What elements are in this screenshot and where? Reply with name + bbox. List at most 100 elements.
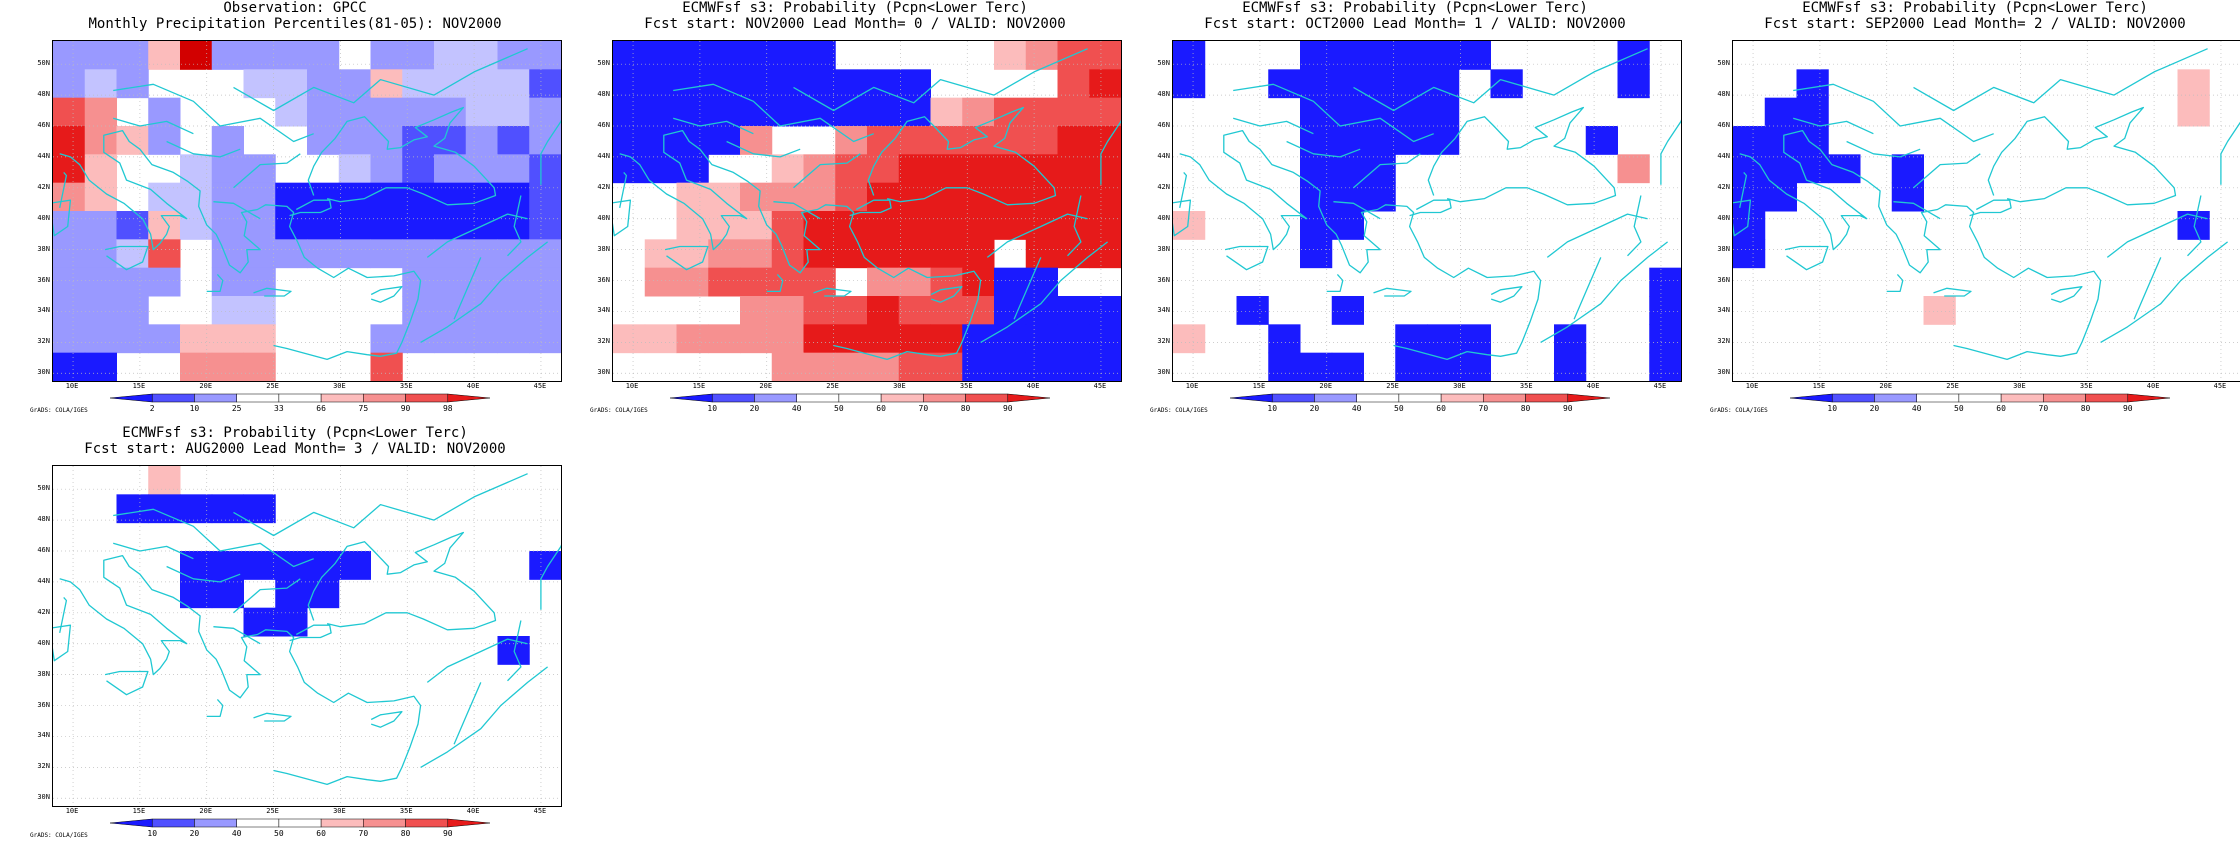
grid-cell — [1025, 352, 1058, 381]
lat-tick-label: 32N — [1717, 337, 1730, 346]
grid-cell — [676, 41, 709, 70]
grid-cell — [180, 154, 213, 184]
grid-cell — [84, 267, 117, 297]
grid-cell — [148, 239, 181, 269]
colorbar-tick-label: 20 — [1309, 404, 1320, 413]
colorbar-segment — [109, 393, 153, 403]
lat-tick-label: 30N — [597, 368, 610, 377]
lon-tick-label: 15E — [132, 807, 146, 815]
coastline — [1913, 153, 1981, 189]
grads-credit: GrADS: COLA/IGES — [1710, 407, 1768, 414]
coastline — [253, 287, 292, 297]
grid-cell — [53, 154, 86, 184]
grid-cell — [1764, 97, 1797, 127]
grid-cell — [307, 211, 340, 240]
grid-cell — [148, 267, 181, 297]
lat-tick-label: 40N — [597, 213, 610, 222]
coastline — [1326, 273, 1344, 293]
grid-cell — [211, 41, 244, 70]
coastline — [1233, 117, 1314, 135]
grid-cell — [740, 324, 773, 354]
colorbar-segment — [965, 393, 1009, 403]
coastline — [1784, 245, 1829, 271]
grid-cell — [1173, 324, 1206, 354]
grid-cell — [338, 551, 371, 580]
lon-tick-label: 30E — [333, 807, 346, 815]
lat-tick-label: 38N — [37, 244, 50, 253]
coastline — [813, 287, 852, 297]
coastline — [233, 473, 528, 537]
grid-cell — [771, 296, 804, 325]
grid-cell — [962, 126, 995, 155]
grid-cell — [803, 296, 836, 325]
colorbar-segment — [1356, 393, 1400, 403]
grid-cell — [211, 154, 244, 184]
grid-cell — [708, 267, 741, 297]
coastline — [1573, 257, 1602, 320]
grid-cell — [803, 69, 836, 99]
grid-cell — [1331, 41, 1364, 70]
lon-tick-label: 15E — [132, 382, 146, 390]
lat-tick-label: 44N — [37, 151, 50, 160]
grid-cell — [53, 267, 86, 297]
coastline — [1793, 117, 1874, 135]
lat-tick-label: 30N — [37, 368, 50, 377]
grid-cell — [803, 324, 836, 354]
grid-cell — [1427, 41, 1460, 70]
panel-title: ECMWFsf s3: Probability (Pcpn<Lower Terc… — [122, 425, 468, 441]
grid-cell — [434, 182, 467, 212]
grid-cell — [1796, 69, 1829, 99]
grid-cell — [465, 126, 498, 155]
grid-cell — [1300, 97, 1333, 127]
lon-tick-label: 40E — [1586, 382, 1600, 390]
lat-tick-label: 32N — [37, 337, 50, 346]
grid-cell — [994, 352, 1027, 381]
lon-tick-label: 30E — [1453, 382, 1466, 390]
grid-cell — [1649, 296, 1681, 325]
grid-cell — [930, 352, 963, 381]
grid-cell — [529, 97, 561, 127]
panel-subtitle: Fcst start: AUG2000 Lead Month= 3 / VALI… — [84, 441, 506, 457]
grid-cell — [84, 126, 117, 155]
grid-cell — [898, 267, 931, 297]
grid-cell — [1458, 41, 1491, 70]
grid-cell — [116, 296, 149, 325]
grid-cell — [402, 239, 435, 269]
lat-tick-label: 38N — [1157, 244, 1170, 253]
grid-cell — [243, 296, 276, 325]
colorbar-tick-label: 40 — [791, 404, 802, 413]
colorbar — [1229, 393, 1611, 403]
grid-cell — [180, 182, 213, 212]
coastline — [1733, 199, 1752, 237]
colorbar-tick-label: 60 — [316, 829, 326, 838]
grid-cell — [803, 352, 836, 381]
coastline — [2050, 286, 2083, 303]
grid-cell — [898, 239, 931, 269]
grid-cell — [529, 324, 561, 354]
colorbar-tick-label: 40 — [1351, 404, 1362, 413]
colorbar-segment — [1440, 393, 1484, 403]
colorbar-segment — [1567, 393, 1611, 403]
lon-tick-label: 10E — [65, 807, 79, 815]
coastline — [426, 638, 528, 683]
coastline — [453, 257, 482, 320]
coastline — [1013, 257, 1042, 320]
grid-cell — [402, 154, 435, 184]
grid-cell — [994, 324, 1027, 354]
grid-cell — [116, 41, 149, 70]
coastline — [420, 666, 548, 768]
grid-cell — [994, 267, 1027, 297]
grid-cell — [465, 324, 498, 354]
coastline — [206, 273, 224, 293]
grid-cell — [1585, 126, 1618, 155]
lat-tick-label: 30N — [37, 793, 50, 802]
grid-cell — [771, 97, 804, 127]
coastline — [613, 199, 632, 237]
lat-tick-label: 50N — [1717, 59, 1730, 68]
lon-tick-label: 10E — [65, 382, 79, 390]
grid-cell — [1733, 154, 1766, 184]
grid-cell — [771, 239, 804, 269]
coastline — [420, 241, 548, 343]
colorbar — [669, 393, 1051, 403]
coastline — [233, 578, 301, 614]
